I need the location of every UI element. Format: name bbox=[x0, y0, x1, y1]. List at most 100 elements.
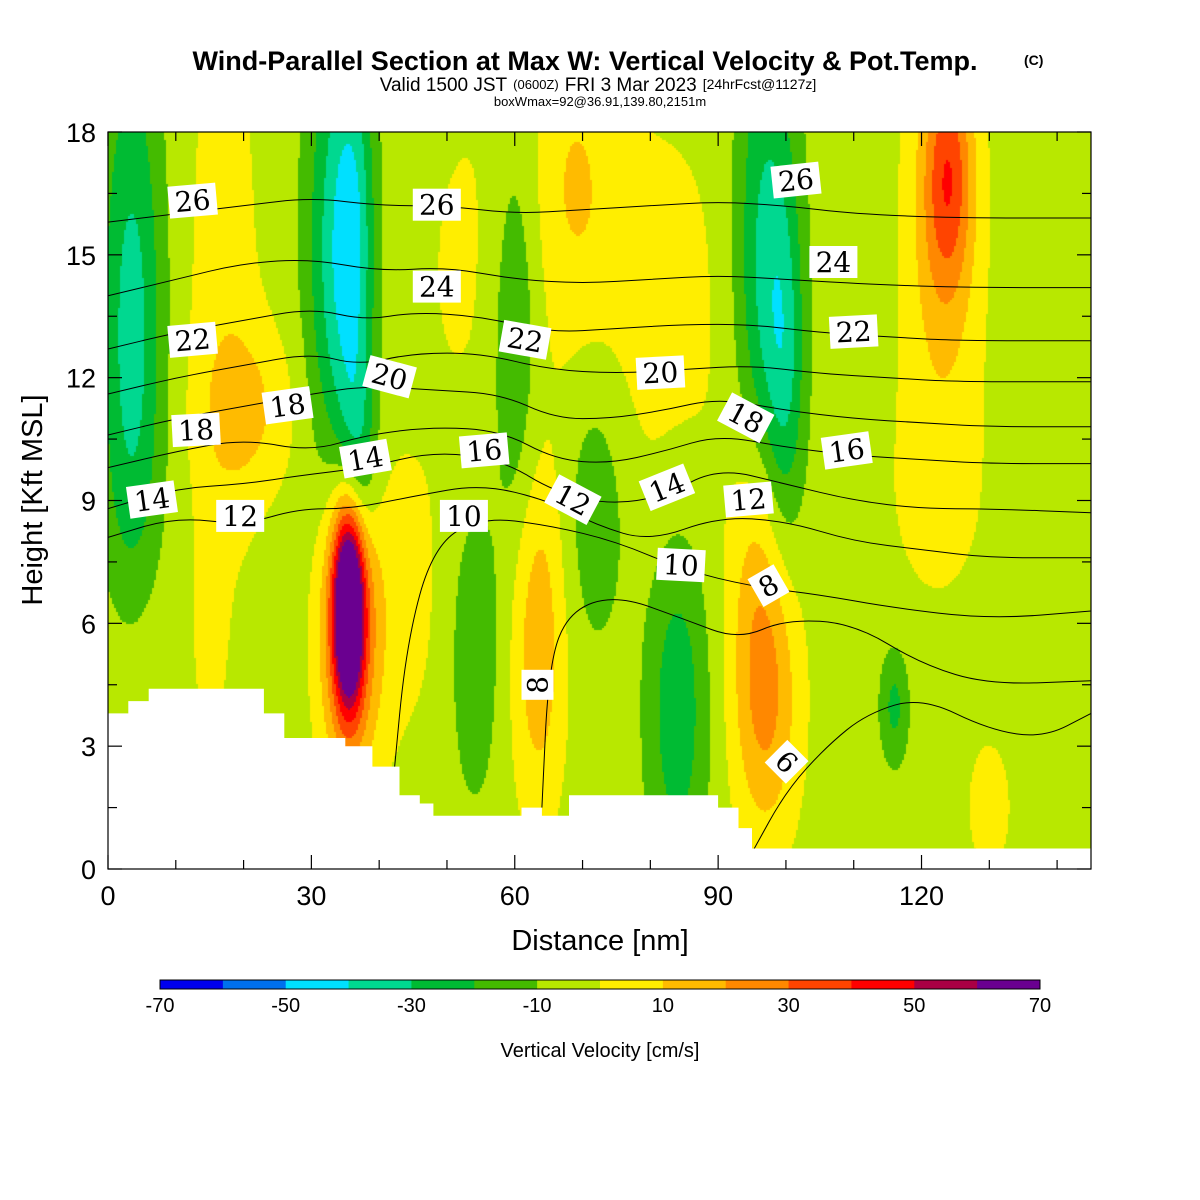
chart-subtitle: Valid 1500 JST (0600Z) FRI 3 Mar 2023 [24hr… bbox=[380, 75, 817, 96]
contour-label-box bbox=[635, 355, 686, 390]
contour-label-box bbox=[167, 182, 218, 219]
colorbar-swatch bbox=[788, 980, 852, 989]
colorbar-tick-label: -70 bbox=[146, 995, 175, 1017]
theta-contour-10 bbox=[392, 519, 1091, 788]
contour-label-text: 12 bbox=[729, 482, 767, 518]
box-info: boxWmax=92@36.91,139.80,2151m bbox=[494, 94, 706, 109]
colorbar-tick-label: 70 bbox=[1029, 995, 1051, 1017]
contour-label-text: 26 bbox=[777, 162, 816, 199]
copyright-mark: (C) bbox=[1024, 52, 1043, 68]
contour-label-box bbox=[412, 270, 461, 303]
contour-label-text: 14 bbox=[345, 440, 386, 479]
colorbar bbox=[159, 979, 1041, 990]
valid-date: FRI 3 Mar 2023 bbox=[565, 75, 697, 96]
contour-label: 18 bbox=[171, 412, 221, 448]
contour-label-text: 24 bbox=[419, 271, 455, 304]
colorbar-swatch bbox=[662, 980, 727, 989]
colorbar-swatch bbox=[474, 980, 538, 989]
contour-label: 24 bbox=[809, 246, 858, 279]
contour-label-text: 26 bbox=[419, 189, 455, 222]
contour-label: 18 bbox=[717, 392, 775, 444]
colorbar-swatch bbox=[725, 980, 790, 989]
contour-label: 10 bbox=[656, 547, 706, 583]
contour-label-text: 12 bbox=[222, 500, 258, 533]
contour-label: 14 bbox=[125, 480, 178, 519]
x-tick-label: 90 bbox=[703, 881, 733, 911]
contour-label-box bbox=[216, 499, 265, 532]
colorbar-tick-label: -30 bbox=[397, 995, 426, 1017]
colorbar-tick-label: -10 bbox=[523, 995, 552, 1017]
contour-label-box bbox=[747, 564, 790, 607]
x-tick-label: 60 bbox=[500, 881, 530, 911]
colorbar-swatch bbox=[222, 980, 287, 989]
theta-contour-16 bbox=[108, 427, 1091, 469]
theta-contour-8 bbox=[541, 599, 1091, 808]
contour-label-text: 14 bbox=[132, 481, 172, 519]
contour-label-box bbox=[809, 246, 858, 278]
colorbar-frame bbox=[159, 979, 1041, 990]
y-tick-label: 12 bbox=[66, 364, 96, 394]
contour-label-box bbox=[171, 412, 221, 448]
colorbar-swatch bbox=[600, 980, 664, 989]
theta-contour-6 bbox=[751, 701, 1091, 853]
y-tick-label: 6 bbox=[81, 609, 96, 639]
contour-label-box bbox=[828, 314, 879, 349]
contour-label: 12 bbox=[723, 481, 774, 518]
contour-label-text: 18 bbox=[177, 413, 214, 448]
y-tick-label: 9 bbox=[81, 487, 96, 517]
y-tick-label: 18 bbox=[66, 118, 96, 148]
contour-label: 24 bbox=[412, 270, 461, 304]
contour-label-text: 18 bbox=[268, 387, 308, 425]
colorbar-tick-labels: -70 -50 -30 -10 10 30 50 70 bbox=[146, 995, 1052, 1017]
theta-contour-20 bbox=[108, 352, 1091, 395]
colorbar-swatch bbox=[411, 980, 475, 989]
contour-label-box bbox=[764, 739, 809, 784]
colorbar-swatch bbox=[537, 980, 601, 989]
colorbar-swatch bbox=[977, 980, 1041, 989]
contour-label: 8 bbox=[521, 669, 555, 700]
y-axis-label: Height [Kft MSL] bbox=[17, 394, 49, 605]
contour-label-box bbox=[439, 499, 488, 532]
x-tick-label: 30 bbox=[296, 881, 326, 911]
contour-label-box bbox=[656, 547, 706, 583]
colorbar-tick-label: 50 bbox=[903, 995, 925, 1017]
axis-tick-labels: 0 30 60 90 120 0 3 6 9 12 15 18 bbox=[66, 118, 944, 911]
contour-label-text: 16 bbox=[465, 433, 503, 469]
contour-label-text: 24 bbox=[816, 246, 852, 279]
colorbar-tick-label: 30 bbox=[777, 995, 799, 1017]
y-tick-label: 15 bbox=[66, 241, 96, 271]
contour-label: 18 bbox=[261, 386, 314, 425]
colorbar-swatch bbox=[348, 980, 412, 989]
terrain bbox=[108, 688, 1091, 869]
contour-label: 22 bbox=[828, 314, 879, 350]
contour-label-box bbox=[638, 463, 696, 512]
contour-label: 14 bbox=[339, 438, 392, 479]
colorbar-swatch bbox=[851, 980, 915, 989]
contour-label-text: 22 bbox=[835, 315, 872, 350]
colorbar-tick-label: 10 bbox=[652, 995, 674, 1017]
chart-title: Wind-Parallel Section at Max W: Vertical… bbox=[193, 46, 978, 76]
contour-label-box bbox=[339, 438, 392, 479]
contour-label-text: 10 bbox=[662, 548, 699, 583]
contour-label-text: 26 bbox=[173, 183, 211, 219]
colorbar-swatch bbox=[160, 980, 224, 989]
contour-label: 16 bbox=[820, 431, 873, 470]
theta-contours bbox=[108, 199, 1091, 853]
y-tick-label: 0 bbox=[81, 855, 96, 885]
contour-label-box bbox=[362, 355, 417, 399]
colorbar-swatch bbox=[914, 980, 978, 989]
contour-label: 20 bbox=[635, 355, 686, 391]
contour-label-box bbox=[125, 480, 178, 519]
y-tick-label: 3 bbox=[81, 732, 96, 762]
contour-label-text: 10 bbox=[446, 500, 482, 533]
contour-label: 8 bbox=[747, 564, 790, 607]
contour-label-box bbox=[458, 432, 510, 469]
contour-label: 26 bbox=[770, 161, 822, 199]
theta-contour-26 bbox=[108, 199, 1091, 223]
contour-label-box bbox=[261, 386, 314, 425]
valid-time: Valid 1500 JST bbox=[380, 75, 508, 96]
contour-label-text: 16 bbox=[827, 432, 867, 470]
